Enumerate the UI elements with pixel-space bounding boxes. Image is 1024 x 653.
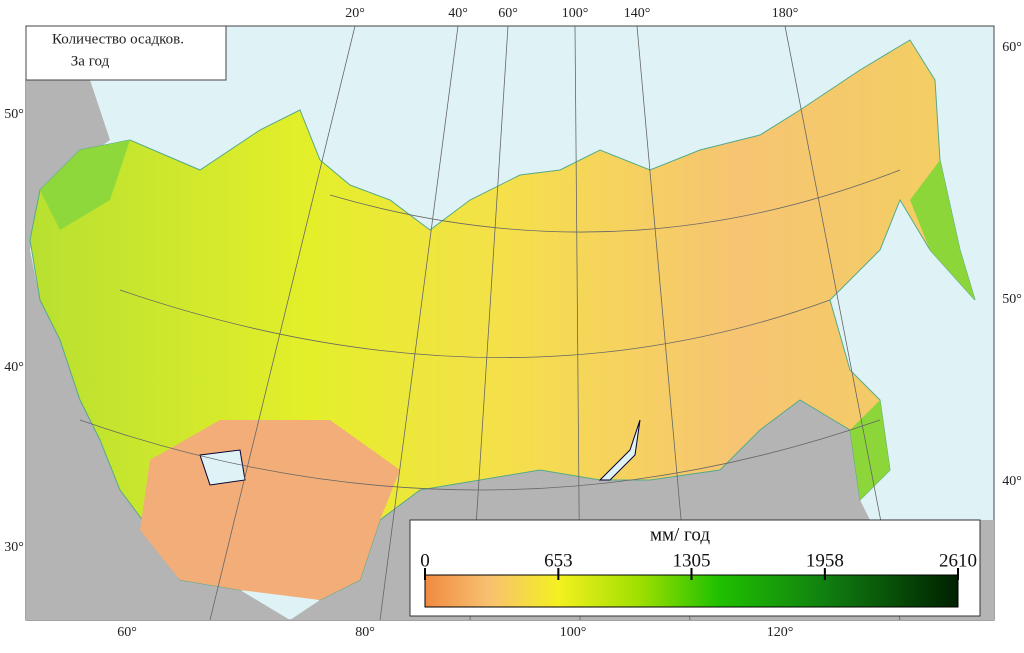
land-outside xyxy=(26,80,290,620)
lake xyxy=(598,419,641,481)
graticule-label: 140° xyxy=(624,6,651,21)
graticule-label: 60° xyxy=(117,625,137,640)
title: За год xyxy=(71,53,110,69)
legend-tick-label: 0 xyxy=(420,550,430,571)
graticule-label: 180° xyxy=(772,6,799,21)
legend-unit: мм/ год xyxy=(650,524,710,545)
graticule-label: 50° xyxy=(4,107,24,122)
graticule-label: 100° xyxy=(562,6,589,21)
graticule-label: 120° xyxy=(767,625,794,640)
graticule-label: 40° xyxy=(448,6,468,21)
graticule-label: 40° xyxy=(1002,474,1022,489)
legend-tick-label: 2610 xyxy=(939,550,977,571)
title: Количество осадков. xyxy=(52,31,184,47)
graticule-label: 40° xyxy=(4,360,24,375)
graticule-label: 30° xyxy=(4,540,24,555)
legend-tick-label: 1305 xyxy=(673,550,711,571)
graticule-label: 50° xyxy=(1002,292,1022,307)
graticule-label: 60° xyxy=(1002,40,1022,55)
graticule-label: 100° xyxy=(560,625,587,640)
graticule-label: 80° xyxy=(355,625,375,640)
graticule-label: 20° xyxy=(345,6,365,21)
legend-tick-label: 1958 xyxy=(806,550,844,571)
legend-tick-label: 653 xyxy=(544,550,573,571)
wet-area xyxy=(910,160,975,300)
graticule-label: 60° xyxy=(498,6,518,21)
wet-area xyxy=(850,400,890,500)
title-box xyxy=(25,25,227,81)
wet-area xyxy=(40,140,130,230)
arid-area xyxy=(140,420,400,600)
